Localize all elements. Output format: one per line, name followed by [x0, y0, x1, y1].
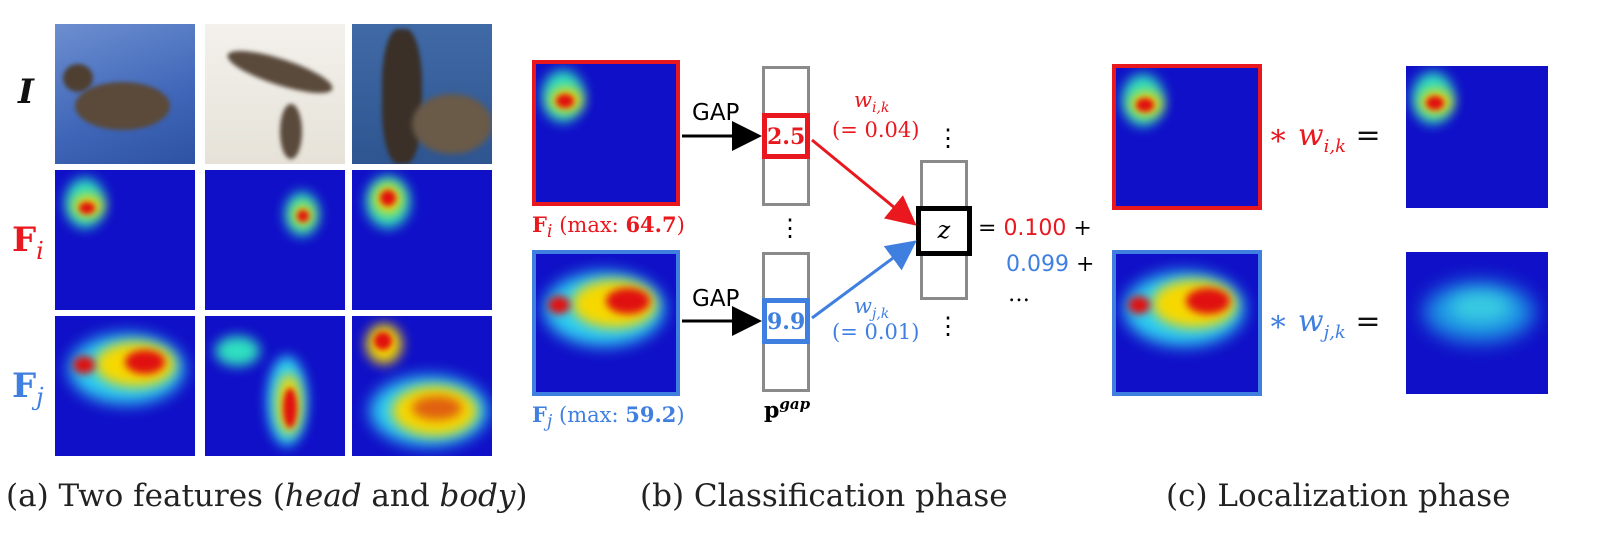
- caption-b: (b) Classification phase: [640, 478, 1008, 514]
- vdots-pgap: ⋮: [778, 214, 802, 242]
- localization-fj-output: [1406, 252, 1548, 394]
- output-cell-z: z: [916, 206, 972, 256]
- row-label-fj: Fj: [12, 366, 44, 411]
- weight-top-label: wi,k: [854, 88, 890, 117]
- bird-image-3: [352, 24, 492, 164]
- row-label-image: I: [18, 72, 34, 112]
- pgap-cell-top: 2.5: [762, 113, 810, 159]
- localization-fi-output: [1406, 66, 1548, 208]
- fi-heatmap-3: [352, 170, 492, 310]
- arrow-weight-bottom: [811, 240, 917, 320]
- equation-line-1: = 0.100 +: [978, 216, 1092, 241]
- weight-bottom-label: wj,k: [854, 294, 890, 323]
- arrow-weight-top: [811, 138, 917, 226]
- bird-image-2: [205, 24, 345, 164]
- fi-heatmap-1: [55, 170, 195, 310]
- bird-image-1: [55, 24, 195, 164]
- localization-fj-input: [1112, 250, 1262, 396]
- gap-label-top: GAP: [692, 100, 740, 126]
- fj-heatmap-3: [352, 316, 492, 456]
- vdots-output-bottom: ⋮: [936, 312, 960, 340]
- caption-a: (a) Two features (head and body): [6, 478, 528, 514]
- fi-max-label: Fi (max: 64.7): [532, 212, 685, 243]
- localization-top-operator: ∗ wi,k =: [1268, 118, 1381, 157]
- equation-line-2: 0.099 +: [1006, 252, 1095, 277]
- row-label-fi: Fi: [12, 220, 44, 265]
- fj-heatmap-1: [55, 316, 195, 456]
- fj-feature-map: [532, 250, 680, 396]
- fi-feature-map: [532, 60, 680, 206]
- pgap-label: pgap: [764, 395, 811, 424]
- gap-label-bottom: GAP: [692, 286, 740, 312]
- weight-top-value: (= 0.04): [832, 118, 920, 142]
- vdots-output-top: ⋮: [936, 124, 960, 152]
- equation-ellipsis: …: [1008, 282, 1030, 307]
- fj-heatmap-2: [205, 316, 345, 456]
- localization-bottom-operator: ∗ wj,k =: [1268, 304, 1381, 343]
- fi-heatmap-2: [205, 170, 345, 310]
- localization-fi-input: [1112, 64, 1262, 210]
- weight-bottom-value: (= 0.01): [832, 320, 920, 344]
- fj-max-label: Fj (max: 59.2): [532, 402, 685, 433]
- pgap-cell-bottom: 9.9: [762, 298, 810, 344]
- caption-c: (c) Localization phase: [1166, 478, 1511, 514]
